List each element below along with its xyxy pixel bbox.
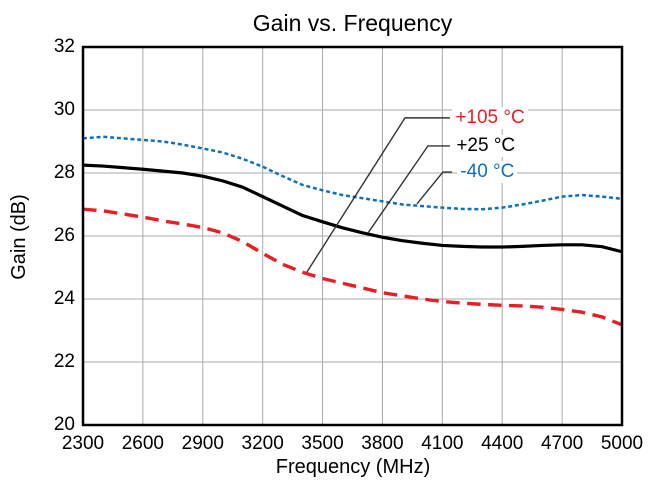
y-tick-label: 30 <box>53 99 75 120</box>
curve-40c <box>82 135 623 211</box>
leader-line-minus40c <box>416 171 452 205</box>
leader-line-plus25c <box>367 145 450 234</box>
x-tick-label: 2600 <box>121 433 165 454</box>
legend-label-plus105c: +105 °C <box>452 106 528 129</box>
x-tick-label: 4700 <box>540 433 584 454</box>
x-tick-label: 2300 <box>61 433 105 454</box>
y-tick-label: 26 <box>53 225 75 246</box>
legend-label-minus40c: -40 °C <box>457 161 518 184</box>
x-tick-label: 3200 <box>241 433 284 454</box>
x-tick-label: 4100 <box>421 433 464 454</box>
chart-title: Gain vs. Frequency <box>252 10 453 36</box>
y-axis-label: Gain (dB) <box>8 194 30 280</box>
x-tick-label: 3800 <box>361 433 404 454</box>
y-tick-label: 28 <box>53 162 75 183</box>
curve-105c <box>82 207 623 327</box>
leader-line-plus105c <box>306 117 450 273</box>
x-tick-label: 2900 <box>181 433 224 454</box>
plot-border <box>81 45 624 427</box>
y-tick-label: 22 <box>53 351 75 372</box>
y-tick-label: 32 <box>53 36 75 57</box>
y-tick-label: 24 <box>53 288 75 309</box>
x-tick-label: 3500 <box>301 433 344 454</box>
legend-label-plus25c: +25 °C <box>453 134 519 157</box>
curve-25c <box>82 163 623 254</box>
y-tick-label: 20 <box>53 414 75 435</box>
x-axis-label: Frequency (MHz) <box>275 456 431 478</box>
x-tick-label: 5000 <box>600 433 644 454</box>
x-tick-label: 4400 <box>481 433 524 454</box>
